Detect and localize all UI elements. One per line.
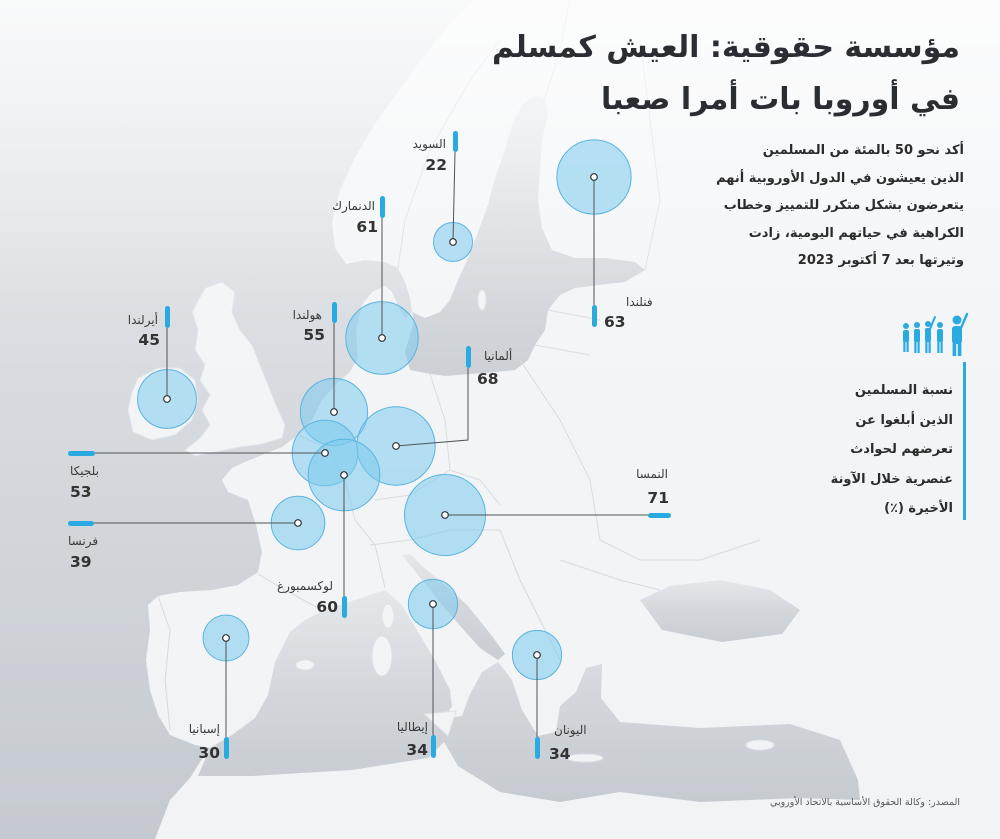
bubble-center-dot-sweden (449, 238, 457, 246)
bubble-center-dot-belgium (321, 449, 329, 457)
bubble-center-dot-finland (590, 173, 598, 181)
tick-marker-greece (535, 737, 540, 759)
country-value-germany: 68 (477, 370, 499, 388)
country-value-finland: 63 (604, 313, 626, 331)
source-credit: المصدر: وكالة الحقوق الأساسية بالاتحاد ا… (770, 797, 960, 808)
country-value-spain: 30 (198, 744, 220, 762)
bubble-center-dot-austria (441, 511, 449, 519)
tick-marker-denmark (380, 196, 385, 218)
intro-line: وتيرتها بعد 7 أكتوبر 2023 (797, 253, 964, 268)
tick-marker-luxembourg (342, 596, 347, 618)
bubble-center-dot-italy (429, 600, 437, 608)
tick-marker-belgium (68, 451, 95, 456)
tick-marker-sweden (453, 131, 458, 152)
leader-line-germany (395, 368, 469, 447)
bubble-center-dot-greece (533, 651, 541, 659)
tick-marker-ireland (165, 306, 170, 328)
country-value-belgium: 53 (70, 483, 92, 501)
country-value-luxembourg: 60 (316, 598, 338, 616)
bubble-center-dot-netherlands (330, 408, 338, 416)
tick-marker-netherlands (332, 302, 337, 323)
tick-marker-finland (592, 305, 597, 327)
country-label-ireland: أيرلندا (128, 312, 158, 328)
country-value-denmark: 61 (356, 218, 378, 236)
legend-line: الأخيرة (٪) (884, 501, 953, 516)
legend-line: الذين أبلغوا عن (855, 412, 953, 428)
tick-marker-germany (466, 346, 471, 368)
tick-marker-austria (648, 513, 671, 518)
intro-paragraph: أكد نحو 50 بالمئة من المسلمين الذين يعيش… (716, 137, 964, 275)
people-group-icon (903, 312, 969, 356)
legend-line: عنصرية خلال الآونة (830, 471, 953, 487)
country-label-italy: إيطاليا (397, 720, 428, 734)
bubble-center-dot-spain (222, 634, 230, 642)
country-value-austria: 71 (647, 489, 669, 507)
markers-layer (68, 131, 671, 759)
leader-line-sweden (452, 151, 456, 243)
country-value-ireland: 45 (138, 331, 160, 349)
intro-line: أكد نحو 50 بالمئة من المسلمين (762, 143, 964, 158)
country-label-austria: النمسا (636, 467, 668, 481)
leader-lines-layer (94, 151, 648, 737)
country-value-sweden: 22 (425, 156, 447, 174)
page-title-line-2: في أوروبا بات أمرا صعبا (600, 82, 960, 117)
legend-line: تعرضهم لحوادث (850, 442, 953, 457)
intro-line: الذين يعيشون في الدول الأوروبية أنهم (716, 170, 964, 186)
country-label-france: فرنسا (68, 534, 98, 549)
legend-line: نسبة المسلمين (854, 383, 953, 398)
country-label-germany: ألمانيا (484, 348, 512, 363)
country-label-denmark: الدنمارك (332, 199, 375, 214)
bubble-center-dot-denmark (378, 334, 386, 342)
country-value-greece: 34 (549, 745, 571, 763)
country-value-france: 39 (70, 553, 92, 571)
bubbles-layer (137, 139, 632, 681)
country-label-luxembourg: لوكسمبورغ (277, 579, 333, 594)
country-value-italy: 34 (406, 741, 428, 759)
bubble-center-dot-germany (392, 442, 400, 450)
tick-marker-france (68, 521, 94, 526)
country-label-spain: إسبانيا (189, 722, 220, 736)
bubble-center-dot-ireland (163, 395, 171, 403)
country-label-finland: فنلندا (626, 295, 653, 309)
legend-accent-bar (963, 362, 966, 520)
legend-description: نسبة المسلمين الذين أبلغوا عن تعرضهم لحو… (831, 376, 953, 524)
country-label-belgium: بلجيكا (70, 464, 99, 478)
tick-marker-spain (224, 737, 229, 759)
bubble-center-dot-luxembourg (340, 471, 348, 479)
intro-line: الكراهية في حياتهم اليومية، زادت (748, 225, 964, 241)
page-title-line-1: مؤسسة حقوقية: العيش كمسلم (491, 30, 960, 65)
country-label-netherlands: هولندا (293, 308, 322, 323)
bubble-center-dot-france (294, 519, 302, 527)
country-value-netherlands: 55 (303, 326, 325, 344)
intro-line: يتعرضون بشكل متكرر للتمييز وخطاب (723, 198, 964, 213)
tick-marker-italy (431, 735, 436, 758)
country-label-sweden: السويد (412, 137, 446, 152)
country-label-greece: اليونان (554, 723, 587, 738)
